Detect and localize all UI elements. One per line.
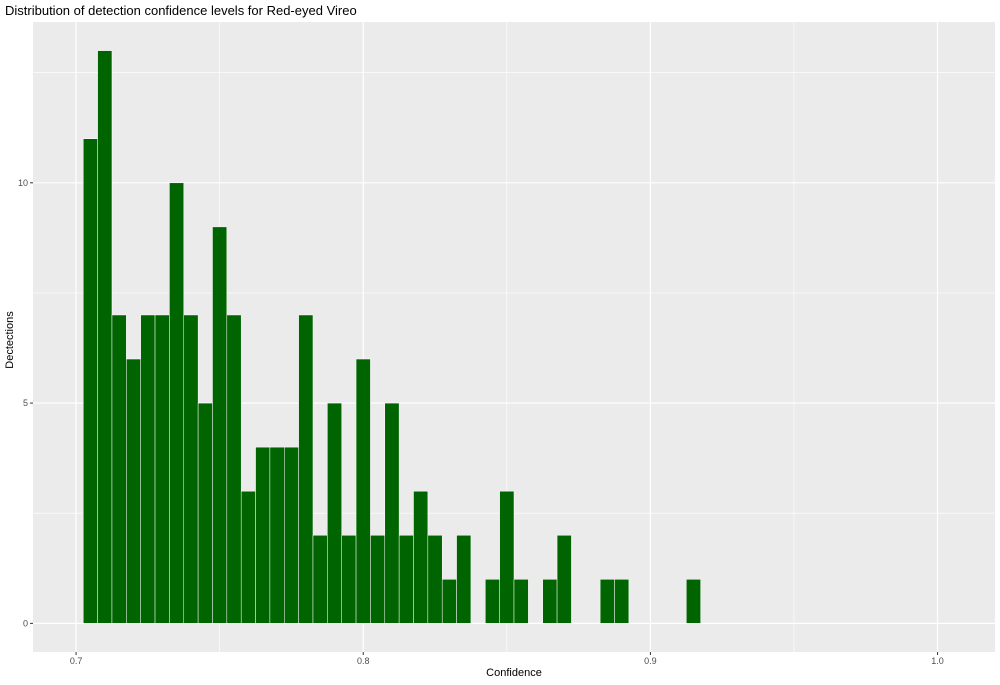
x-tick-label: 0.7 xyxy=(70,656,83,666)
histogram-bar xyxy=(456,535,472,624)
histogram-bar xyxy=(499,490,515,624)
histogram-bar xyxy=(126,358,141,624)
histogram-bar xyxy=(370,535,386,624)
histogram-bar xyxy=(542,579,558,624)
histogram-bar xyxy=(441,579,457,624)
histogram-bar xyxy=(212,226,228,624)
histogram-bar xyxy=(97,50,113,624)
y-tick-label: 5 xyxy=(23,398,28,408)
histogram-bar xyxy=(197,402,213,624)
histogram-bar xyxy=(599,579,615,624)
x-axis-title: Confidence xyxy=(486,667,542,679)
histogram-bar xyxy=(183,314,199,624)
histogram-bar xyxy=(255,446,271,624)
y-tick-label: 10 xyxy=(18,178,28,188)
histogram-bar xyxy=(83,138,98,624)
x-tick-labels: 0.7 0.8 0.9 1.0 xyxy=(70,656,944,666)
histogram-bar xyxy=(384,402,400,624)
histogram-bar xyxy=(140,314,156,624)
y-axis-title: Dectections xyxy=(4,311,16,369)
chart-title: Distribution of detection confidence lev… xyxy=(5,3,357,18)
histogram-bar xyxy=(485,579,500,624)
histogram-bar xyxy=(556,535,572,624)
histogram-bar xyxy=(327,402,342,624)
bars xyxy=(83,50,701,624)
histogram-bar xyxy=(111,314,127,624)
histogram-bar xyxy=(427,535,443,624)
histogram-bar xyxy=(154,314,170,624)
histogram-bar xyxy=(298,314,314,624)
histogram-bar xyxy=(284,446,299,624)
x-tick-label: 0.8 xyxy=(357,656,370,666)
histogram-bar xyxy=(355,358,371,624)
histogram-bar xyxy=(513,579,529,624)
histogram-bar xyxy=(341,535,357,624)
histogram-bar xyxy=(413,490,429,624)
histogram-bar xyxy=(269,446,285,624)
histogram-bar xyxy=(614,579,630,624)
histogram-bar xyxy=(312,535,328,624)
histogram-bar xyxy=(686,579,701,624)
axis-ticks xyxy=(30,182,939,655)
histogram-bar xyxy=(240,490,256,624)
histogram-bar xyxy=(226,314,242,624)
y-tick-labels: 0 5 10 xyxy=(18,178,28,629)
histogram-bar xyxy=(398,535,414,624)
x-tick-label: 0.9 xyxy=(644,656,657,666)
histogram-bar xyxy=(169,182,185,624)
x-tick-label: 1.0 xyxy=(931,656,944,666)
y-tick-label: 0 xyxy=(23,618,28,628)
